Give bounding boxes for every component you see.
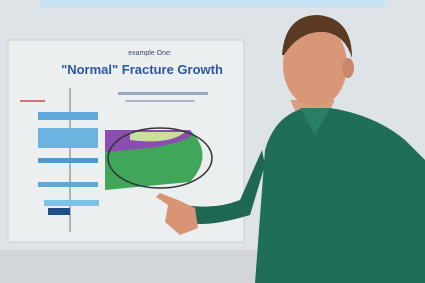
poster-title: "Normal" Fracture Growth (61, 62, 223, 77)
top-band (40, 0, 385, 7)
page: example One: "Normal" Fracture Growth (0, 0, 425, 283)
photo: example One: "Normal" Fracture Growth (0, 0, 425, 283)
poster-subtitle: example One: (128, 50, 172, 57)
